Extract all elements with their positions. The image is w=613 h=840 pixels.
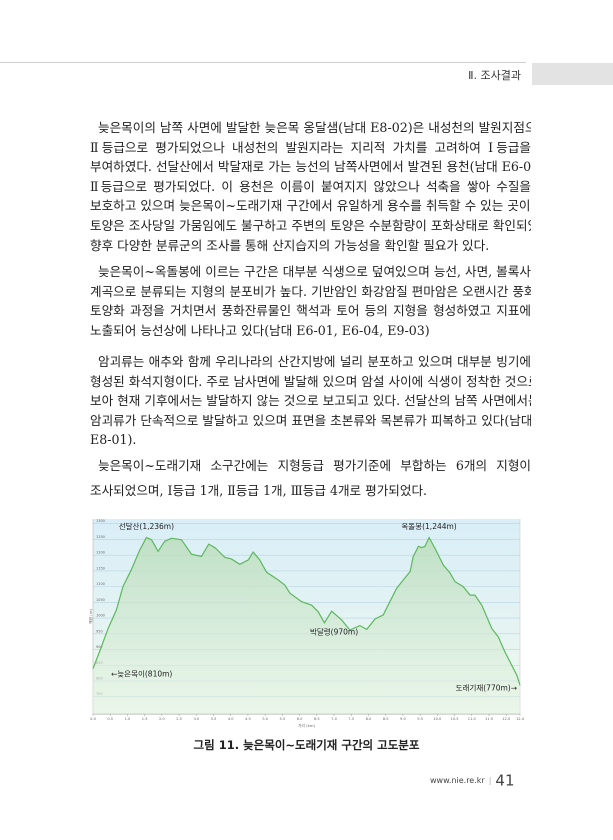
x-tick-label: 2.0 — [159, 717, 165, 721]
x-tick-label: 0.0 — [90, 717, 96, 721]
text-line: 암괴류가 단속적으로 발달하고 있으며 표면을 초본류와 목본류가 피복하고 있… — [90, 412, 531, 428]
text-line: 부여하였다. 선달산에서 박달재로 가는 능선의 남쪽사면에서 발견된 용천(남… — [90, 159, 531, 175]
text-line: 보아 현재 기후에서는 발달하지 않는 것으로 보고되고 있다. 선달산의 남쪽… — [90, 393, 531, 409]
x-tick-label: 5.5 — [280, 717, 286, 721]
x-tick-label: 10.0 — [433, 717, 442, 721]
paragraph-1: 늦은목이의 남쪽 사면에 발달한 늦은목 옹달샘(남대 E8-02)은 내성천의… — [90, 118, 531, 255]
y-tick-label: 1200 — [96, 551, 105, 555]
x-tick-label: 12.4 — [516, 717, 525, 721]
x-tick-label: 12.0 — [502, 717, 511, 721]
x-tick-label: 7.5 — [348, 717, 354, 721]
footer: www.nie.re.kr | 41 — [430, 770, 515, 790]
text-line: 늦은목이의 남쪽 사면에 발달한 늦은목 옹달샘(남대 E8-02)은 내성천의… — [98, 120, 531, 135]
x-tick-label: 6.5 — [314, 717, 320, 721]
header-rule — [0, 62, 526, 63]
x-tick-label: 8.5 — [383, 717, 389, 721]
text-line: 토양은 조사당일 가뭄임에도 불구하고 주변의 토양은 수분함량이 포화상태로 … — [90, 217, 531, 233]
x-tick-label: 4.0 — [228, 717, 234, 721]
y-tick-label: 1150 — [96, 566, 105, 570]
y-axis-label: 해발 (m) — [89, 609, 93, 624]
y-tick-label: 950 — [96, 629, 103, 633]
text-line: 향후 다양한 분류군의 조사를 통해 산지습지의 가능성을 확인할 필요가 있다… — [90, 237, 490, 253]
x-tick-label: 9.0 — [400, 717, 406, 721]
text-line: 계곡으로 분류되는 지형의 분포비가 높다. 기반암인 화강암질 편마암은 오랜… — [90, 283, 531, 299]
text-line: E8-01). — [90, 432, 137, 448]
text-line: 형성된 화석지형이다. 주로 남사면에 발달해 있으며 암설 사이에 식생이 정… — [90, 373, 531, 389]
page-number: 41 — [495, 771, 515, 790]
y-tick-label: 1300 — [96, 519, 105, 523]
x-tick-label: 9.5 — [417, 717, 423, 721]
figure-caption: 그림 11. 늦은목이~도래기재 구간의 고도분포 — [193, 738, 420, 752]
paragraph-2: 늦은목이~옥돌봉에 이르는 구간은 대부분 식생으로 덮여있으며 능선, 사면,… — [90, 262, 531, 340]
x-tick-label: 2.5 — [176, 717, 182, 721]
text-line: 보호하고 있으며 늦은목이~도래기재 구간에서 유일하게 용수를 취득할 수 있… — [90, 198, 531, 214]
text-line: 토양화 과정을 거치면서 풍화잔류물인 핵석과 토어 등의 지형을 형성하였고 … — [90, 303, 531, 319]
x-tick-label: 3.5 — [211, 717, 217, 721]
x-tick-label: 3.0 — [193, 717, 199, 721]
text-line: 노출되어 능선상에 나타나고 있다(남대 E6-01, E6-04, E9-03… — [90, 322, 430, 338]
x-tick-label: 1.0 — [125, 717, 131, 721]
peak-annotation: 도래기재(770m)→ — [456, 683, 517, 692]
text-line: Ⅱ등급으로 평가되었다. 이 용천은 이름이 붙여지지 않았으나 석축을 쌓아 … — [90, 178, 531, 194]
x-tick-label: 11.0 — [468, 717, 477, 721]
x-tick-label: 8.0 — [366, 717, 372, 721]
x-tick-label: 10.5 — [451, 717, 459, 721]
footer-separator: | — [488, 776, 492, 785]
peak-annotation: 옥돌봉(1,244m) — [401, 522, 456, 531]
x-tick-label: 1.5 — [142, 717, 148, 721]
x-tick-label: 4.5 — [245, 717, 251, 721]
x-tick-label: 11.5 — [485, 717, 493, 721]
paragraph-3: 암괴류는 애추와 함께 우리나라의 산간지방에 널리 분포하고 있으며 대부분 … — [90, 352, 531, 450]
footer-url: www.nie.re.kr — [430, 776, 485, 785]
x-tick-label: 7.0 — [331, 717, 337, 721]
peak-annotation: ←늦은목이(810m) — [111, 668, 172, 678]
elevation-profile-chart: 7508008509009501000105011001150120012501… — [89, 519, 525, 728]
y-tick-label: 1100 — [96, 582, 105, 586]
text-line: 암괴류는 애추와 함께 우리나라의 산간지방에 널리 분포하고 있으며 대부분 … — [98, 354, 531, 369]
elevation-area — [93, 537, 520, 714]
y-tick-label: 1000 — [96, 614, 105, 618]
y-tick-label: 1050 — [96, 598, 105, 602]
x-tick-label: 5.0 — [262, 717, 268, 721]
text-line: 늦은목이~옥돌봉에 이르는 구간은 대부분 식생으로 덮여있으며 능선, 사면,… — [98, 264, 531, 279]
x-tick-label: 6.0 — [297, 717, 303, 721]
x-tick-label: 0.5 — [107, 717, 113, 721]
text-line: 늦은목이~도래기재 소구간에는 지형등급 평가기준에 부합하는 6개의 지형이 — [98, 458, 531, 473]
peak-annotation: 박달령(970m) — [310, 627, 358, 637]
y-tick-label: 900 — [96, 645, 103, 649]
y-tick-label: 1250 — [96, 535, 105, 539]
text-line: 조사되었으며, Ⅰ등급 1개, Ⅱ등급 1개, Ⅲ등급 4개로 평가되었다. — [90, 482, 428, 498]
x-axis-label: 거리 (km) — [298, 723, 316, 728]
header-tab-block — [532, 63, 613, 85]
elevation-line — [92, 536, 521, 686]
text-line: Ⅱ등급으로 평가되었으나 내성천의 발원지라는 지리적 가치를 고려하여 Ⅰ등급… — [90, 139, 531, 155]
peak-annotation: 선달산(1,236m) — [119, 521, 174, 531]
section-title: Ⅱ. 조사결과 — [468, 69, 521, 82]
